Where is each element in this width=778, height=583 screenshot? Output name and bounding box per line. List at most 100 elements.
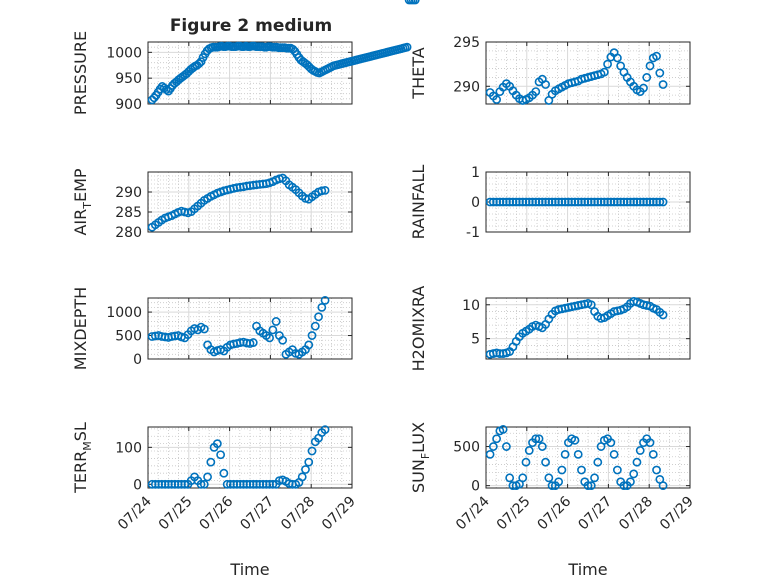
subplot-4-y-tick-label: -1 [466,225,480,241]
subplot-5-data-point [199,324,209,334]
subplot-5-ylabel: MIXDEPTH [71,287,90,370]
subplot-4-data-point [655,197,665,207]
subplot-8-data-point [606,438,616,448]
subplot-2-y-tick-label: 290 [453,79,480,95]
subplot-8-data-point [557,465,567,475]
subplot-8-x-tick-label: 07/27 [575,494,615,534]
subplot-6-data-point [586,300,596,310]
subplot-7-data-point [307,446,317,456]
subplot-2-ylabel: THETA [409,47,428,99]
subplot-1-data-point [161,85,171,94]
subplot-8-x-tick-label: 07/26 [535,493,575,533]
subplot-1-ylabel: PRESSURE [71,31,90,115]
subplot-5-data-point [320,295,330,305]
subplot-8-data-point [485,449,495,459]
subplot-8-ylabel: SUNFLUX [409,422,432,493]
subplot-8-data-point [652,465,661,475]
subplot-7-y-tick-label: 100 [115,440,142,456]
subplot-8-data-point [554,477,564,487]
subplot-2-data-point [652,51,661,61]
subplot-7-data-point [196,479,206,489]
subplot-4-data-point [658,197,668,207]
subplot-8-data-point [531,434,541,444]
subplot-2-y-tick-label: 295 [453,35,480,51]
subplot-5-data-point [307,331,317,340]
subplot-5-y-tick-label: 0 [133,352,142,368]
subplot-7-data-point [320,425,330,434]
subplot-7-data-point [216,450,226,460]
subplot-7-ylabel: TERRMSL [71,422,94,494]
subplot-7-x-tick-label: 07/24 [115,493,155,533]
subplot-2-data-point [655,68,665,78]
subplot-2-data-point [642,73,652,82]
subplot-1-axes-frame [147,41,353,105]
subplot-3-y-tick-label: 290 [115,185,142,201]
subplot-3-data-point [320,185,330,195]
subplot-8-data-point [492,434,502,444]
subplot-7-data-point [212,439,222,449]
subplot-1-data-point [194,59,204,69]
subplot-2-data-point [658,80,668,89]
subplot-7-x-tick-label: 07/28 [278,494,318,534]
subplot-5-data-point [310,321,320,331]
subplot-7-data-point [301,465,310,474]
subplot-6-data-point [658,310,668,320]
subplot-7-data-point [304,457,314,467]
subplot-2-axes-frame [485,41,691,105]
subplot-8-data-point [524,446,534,455]
subplot-6-ylabel: H2OMIXRA [409,286,428,372]
subplot-3-axes-frame [147,171,353,233]
subplot-7-x-tick-label: 07/25 [156,494,196,534]
subplot-8-data-point [534,434,544,444]
subplot-4-y-tick-label: 0 [471,195,480,211]
subplot-8-data-point [537,442,547,451]
subplot-3-y-tick-label: 280 [115,225,142,241]
subplot-7-data-point [297,472,307,482]
subplot-8-data-point [629,469,639,479]
subplot-6-axes-frame [485,297,691,360]
subplot-8-data-point [635,446,645,455]
subplot-8-data-point [541,457,550,467]
subplot-2-data-point [603,59,612,69]
subplot-8-data-point [573,449,583,459]
subplot-7-data-point [219,468,229,478]
subplot-2-data-point [599,67,609,77]
subplot-5-data-point [314,312,323,322]
subplot-8-data-point [518,473,528,483]
subplot-8-data-point [501,442,511,451]
subplot-8-data-point [619,481,629,491]
subplot-6-y-tick-label: 10 [462,298,480,314]
subplot-8-data-point [498,424,508,434]
subplot-1-y-tick-label: 1000 [106,45,142,61]
subplot-7-data-point [268,479,278,489]
subplot-8-x-tick-label: 07/28 [616,494,656,534]
subplot-5-data-point [265,333,274,343]
subplot-3-y-tick-label: 285 [115,205,142,221]
subplot-1-data-point [410,0,420,5]
subplot-8-data-point [658,481,668,491]
subplot-2-data-point [541,80,550,89]
subplot-7-x-tick-label: 07/29 [319,494,359,534]
subplot-8-y-tick-label: 500 [453,440,480,456]
subplot-5-data-point [268,325,278,335]
subplot-7-xlabel: Time [229,560,269,579]
subplot-8-y-tick-label: 0 [471,479,480,495]
subplot-7-data-point [203,472,212,482]
subplot-8-data-point [521,457,531,467]
subplot-7-x-tick-label: 07/26 [197,493,237,533]
subplot-5-data-point [271,317,281,326]
figure-title: Figure 2 medium [170,16,332,36]
subplot-7-x-tick-label: 07/27 [237,494,277,534]
subplot-8-data-point [632,457,642,467]
subplot-8-data-point [544,473,554,483]
subplot-2-data-point [645,61,655,71]
subplot-8-data-point [547,481,557,491]
subplot-8-data-point [586,481,596,491]
subplot-6-y-tick-label: 5 [471,332,480,348]
subplot-1-data-point [402,42,412,52]
subplot-5-data-point [248,338,258,347]
subplot-8-data-point [612,465,622,475]
subplot-8-data-point [609,449,619,459]
subplot-8-x-tick-label: 07/24 [453,493,493,533]
subplot-7-data-point [180,479,190,489]
